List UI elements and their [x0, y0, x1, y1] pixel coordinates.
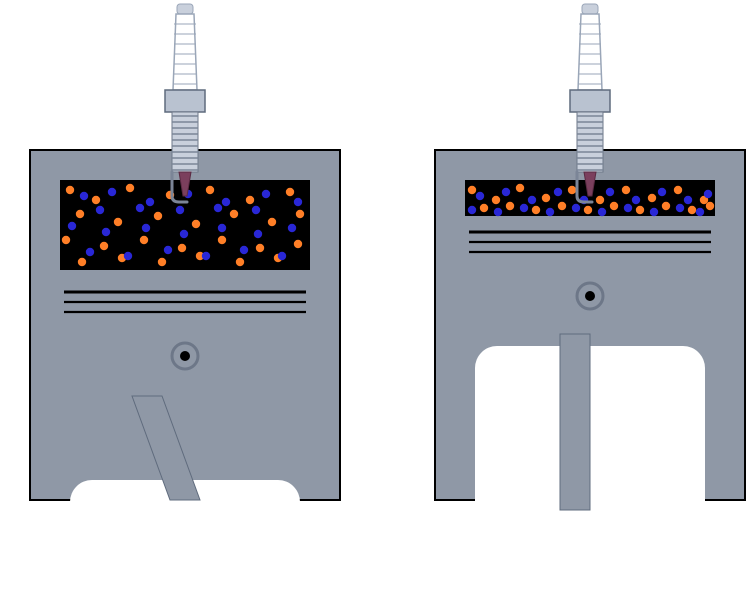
cylinder-assembly: [435, 150, 745, 603]
piston-pin-center: [585, 291, 595, 301]
piston-pin-center: [180, 351, 190, 361]
connecting-rod: [560, 334, 590, 510]
engine-diagram: [0, 0, 750, 603]
cylinder-assembly: [30, 150, 340, 600]
